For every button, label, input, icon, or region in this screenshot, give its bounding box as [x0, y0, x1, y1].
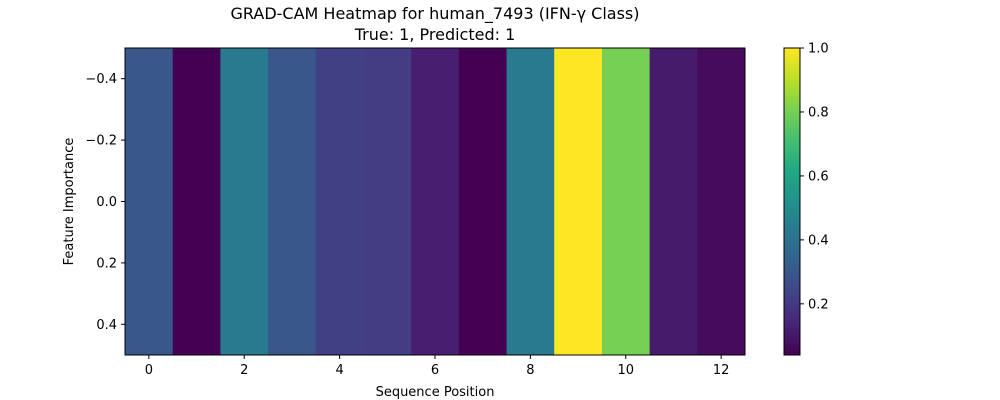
x-tick-label: 6 [431, 363, 439, 378]
heatmap-cells [125, 48, 746, 355]
y-axis-ticks: −0.4 −0.2 0.0 0.2 0.4 [85, 72, 125, 333]
colorbar-ticks: 0.2 0.4 0.6 0.8 1.0 [800, 42, 829, 312]
chart-title: GRAD-CAM Heatmap for human_7493 (IFN-γ C… [231, 4, 640, 24]
heatmap-cell [506, 48, 555, 355]
y-tick-label: 0.0 [96, 195, 117, 210]
y-tick-label: 0.4 [96, 318, 117, 333]
colorbar-tick-label: 1.0 [808, 42, 829, 57]
x-tick-label: 2 [240, 363, 248, 378]
chart-subtitle: True: 1, Predicted: 1 [354, 25, 516, 44]
y-axis-label: Feature Importance [62, 138, 77, 266]
x-tick-label: 4 [335, 363, 343, 378]
y-tick-label: 0.2 [96, 256, 117, 271]
y-tick-label: −0.2 [85, 134, 117, 149]
x-axis-label: Sequence Position [376, 385, 495, 400]
heatmap-cell [554, 48, 603, 355]
heatmap-cell [458, 48, 507, 355]
heatmap-cell [649, 48, 698, 355]
heatmap-cell [363, 48, 412, 355]
colorbar [783, 47, 801, 356]
x-tick-label: 12 [713, 363, 730, 378]
colorbar-tick-label: 0.4 [808, 233, 829, 248]
heatmap-cell [125, 48, 174, 355]
heatmap-cell [411, 48, 460, 355]
colorbar-tick-label: 0.2 [808, 297, 829, 312]
colorbar-tick-label: 0.8 [808, 105, 829, 120]
heatmap-cell [697, 48, 746, 355]
heatmap-cell [220, 48, 269, 355]
colorbar-tick-label: 0.6 [808, 169, 829, 184]
x-tick-label: 8 [526, 363, 534, 378]
x-axis-ticks: 0 2 4 6 8 10 12 [145, 355, 730, 378]
heatmap-cell [172, 48, 221, 355]
heatmap-cell [601, 48, 651, 355]
y-tick-label: −0.4 [85, 72, 117, 87]
heatmap-cell [268, 48, 317, 355]
x-tick-label: 10 [617, 363, 634, 378]
x-tick-label: 0 [145, 363, 153, 378]
heatmap-cell [315, 48, 364, 355]
